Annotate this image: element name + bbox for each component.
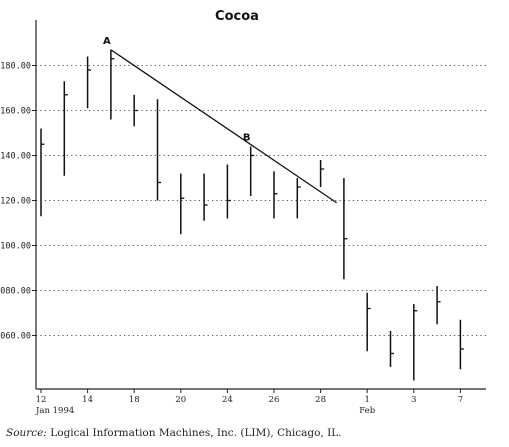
x-tick-sublabel: Jan 1994 <box>35 406 74 416</box>
source-text: Logical Information Machines, Inc. (LIM)… <box>50 427 342 439</box>
x-tick-label: 1 <box>364 395 369 405</box>
y-axis-ticks: 1060.00 1080.00 1100.00 1120.00 1140.00 1160.… <box>0 62 36 342</box>
y-tick-label: 1140.00 <box>0 152 31 162</box>
chart-title: Cocoa <box>215 9 259 24</box>
x-tick-label: 26 <box>269 395 280 405</box>
y-tick-label: 1120.00 <box>0 197 31 207</box>
x-tick-label: 24 <box>222 395 233 405</box>
y-tick-label: 1180.00 <box>0 62 31 72</box>
y-tick-label: 1060.00 <box>0 332 31 342</box>
x-tick-label: 14 <box>82 395 93 405</box>
annotation-label: A <box>103 36 111 47</box>
source-label: Source: <box>6 427 47 439</box>
x-tick-label: 28 <box>315 395 326 405</box>
trendline-layer <box>110 49 337 204</box>
x-tick-sublabel: Feb <box>359 406 375 416</box>
x-tick-label: 3 <box>411 395 416 405</box>
gridlines <box>36 65 486 336</box>
x-tick-label: 18 <box>129 395 140 405</box>
y-tick-label: 1160.00 <box>0 107 31 117</box>
price-bars <box>40 49 464 381</box>
source-note: Source: Logical Information Machines, In… <box>6 427 342 439</box>
x-tick-label: 20 <box>175 395 186 405</box>
annotation-label: B <box>243 133 251 144</box>
y-tick-label: 1100.00 <box>0 242 31 252</box>
y-tick-label: 1080.00 <box>0 287 31 297</box>
annotations: AB <box>103 36 250 144</box>
x-tick-label: 7 <box>458 395 463 405</box>
trendline <box>110 49 337 204</box>
x-tick-label: 12 <box>36 395 47 405</box>
